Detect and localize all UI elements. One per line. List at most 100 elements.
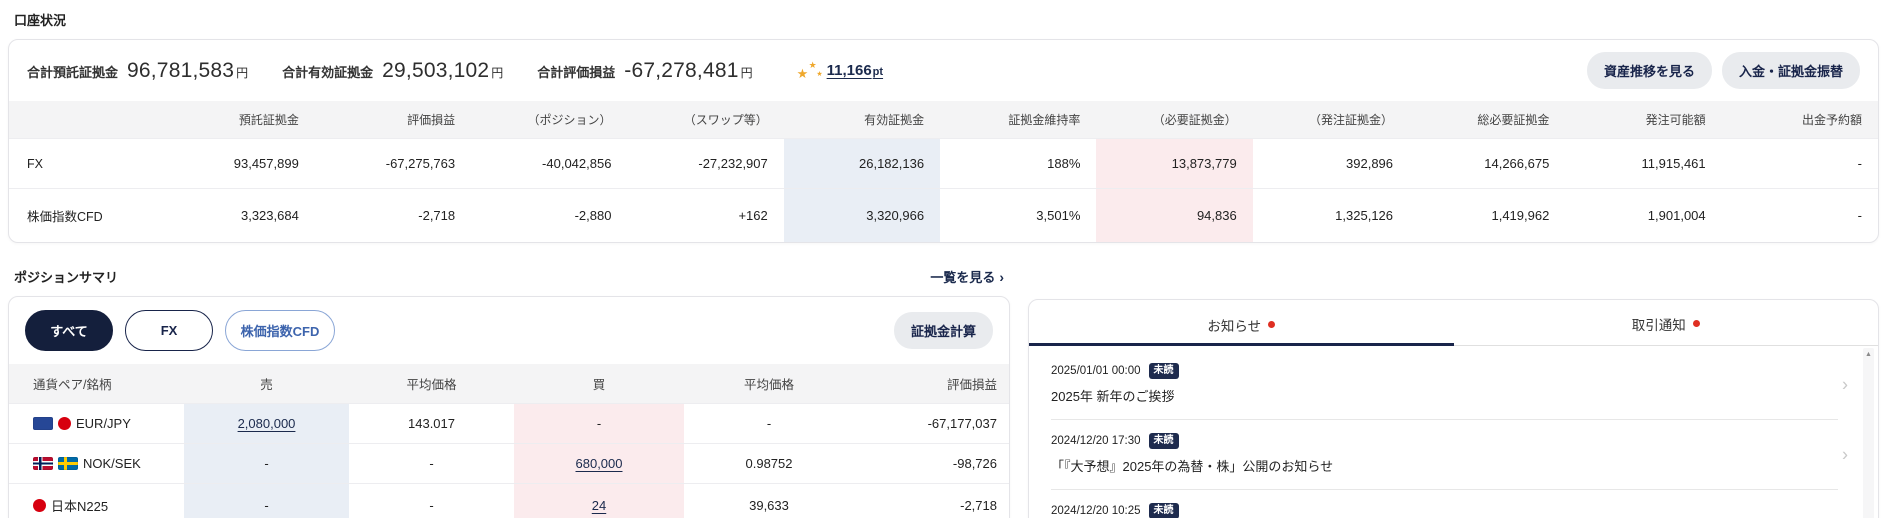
notification-tabs: お知らせ 取引通知 [1029,300,1878,346]
sell-cell: 2,080,000 [184,403,349,444]
news-item[interactable]: 2025/01/01 00:00 未読 2025年 新年のご挨拶 › [1029,350,1878,419]
chevron-right-icon: › [1842,514,1848,518]
pl-cell: -98,726 [854,443,1009,484]
position-summary-card: すべて FX 株価指数CFD 証拠金計算 通貨ペア/銘柄売平均価格買平均価格 評価損益… [8,296,1010,518]
instrument-name: EUR/JPY [76,416,131,431]
account-status-card: 合計預託証拠金 96,781,583 円 合計有効証拠金 29,503,102 … [8,39,1879,243]
column-header: 総必要証拠金 [1409,101,1566,139]
buy-amount-link[interactable]: 680,000 [575,456,623,471]
total-label: 合計預託証拠金 [27,64,119,80]
positions-table: 通貨ペア/銘柄売平均価格買平均価格 評価損益 EUR/JPY 2,080,000 14… [9,364,1009,518]
tab-取引通知[interactable]: 取引通知 [1454,300,1879,345]
unread-dot-icon [1268,320,1276,328]
account-cell: 11,915,461 [1565,138,1722,189]
scroll-up-arrow-icon[interactable]: ▲ [1865,351,1872,358]
total-unit: 円 [236,65,249,80]
position-filter-row: すべて FX 株価指数CFD 証拠金計算 [9,297,1009,364]
account-cell: 3,501% [940,188,1097,242]
news-scrollbar[interactable]: ▲ [1863,348,1874,518]
account-actions: 資産推移を見る 入金・証拠金振替 [1586,52,1860,89]
news-datetime: 2024/12/20 10:25 [1051,505,1141,517]
account-cell: 1,325,126 [1252,188,1410,242]
account-total: 合計有効証拠金 29,503,102 円 [282,59,503,83]
flag-eu-icon [33,417,53,430]
instrument-name: NOK/SEK [83,456,141,471]
account-cell: 3,323,684 [158,188,315,242]
account-cell: 1,419,962 [1409,188,1566,242]
action-button[interactable]: 入金・証拠金振替 [1721,52,1860,89]
tab-label: お知らせ [1207,318,1262,334]
news-datetime: 2024/12/20 17:30 [1051,435,1141,447]
total-label: 合計有効証拠金 [282,64,374,80]
column-header: 平均価格 [684,364,854,404]
pl-cell: -67,177,037 [854,403,1009,444]
account-cell: 188% [940,138,1097,189]
chevron-right-icon: › [999,269,1004,285]
account-total: 合計評価損益 -67,278,481 円 [537,59,752,83]
news-item[interactable]: 2024/12/20 10:25 未読 スリーミリオン倶楽部・プレミアムWEBセ… [1029,490,1878,518]
news-datetime: 2025/01/01 00:00 [1051,365,1141,377]
unread-badge: 未読 [1148,433,1179,449]
instrument: 日本N225 [33,496,172,515]
column-header [9,101,159,139]
column-header: 通貨ペア/銘柄 [9,364,184,404]
column-header: （ポジション） [471,101,628,139]
tab-お知らせ[interactable]: お知らせ [1029,300,1454,346]
column-header: （スワップ等） [627,101,784,139]
notifications-card: お知らせ 取引通知 2025/01/01 00:00 未読 2025年 新年のご挨… [1028,299,1879,518]
news-title: 「『大予想』2025年の為替・株」公開のお知らせ [1051,459,1334,474]
filter-pill-inactive[interactable]: 株価指数CFD [225,310,335,351]
points-value: 11,166 [826,61,872,79]
column-header: 有効証拠金 [783,101,941,139]
account-cell: 93,457,899 [158,138,315,189]
filter-pill-inactive[interactable]: FX [125,310,213,351]
column-header: 平均価格 [349,364,514,404]
position-summary-column: ポジションサマリ 一覧を見る › すべて FX 株価指数CFD 証拠金計算 通貨ペア/… [8,267,1010,518]
flag-jp-icon [33,499,46,512]
buy-cell: 24 [514,483,684,518]
position-summary-title: ポジションサマリ [14,270,119,285]
column-header: 評価損益 [854,364,1009,404]
filter-pill-active[interactable]: すべて [25,310,113,351]
pl-cell: -2,718 [854,483,1009,518]
flag-se-icon [58,457,78,470]
column-header: 発注可能額 [1565,101,1722,139]
points-link[interactable]: ★ ★ ★ 11,166pt [797,60,883,81]
sell-cell: - [184,443,349,484]
account-cell: - [1721,188,1878,242]
account-cell: 13,873,779 [1096,138,1253,189]
total-label: 合計評価損益 [537,64,616,80]
margin-calc-button[interactable]: 証拠金計算 [893,312,993,349]
account-cell: +162 [627,188,784,242]
news-title: 2025年 新年のご挨拶 [1051,389,1175,404]
column-header: 売 [184,364,349,404]
page-title: 口座状況 [14,13,67,28]
view-all-link[interactable]: 一覧を見る › [930,269,1004,285]
bottom-area: ポジションサマリ 一覧を見る › すべて FX 株価指数CFD 証拠金計算 通貨ペア/… [8,267,1879,518]
account-cell: 26,182,136 [783,138,941,189]
filter-pills: すべて FX 株価指数CFD [25,310,335,351]
account-cell: 94,836 [1096,188,1253,242]
buy-amount-link[interactable]: 24 [591,498,607,513]
chevron-right-icon: › [1842,374,1848,394]
buy-cell: 680,000 [514,443,684,484]
column-header: 出金予約額 [1721,101,1878,139]
sell-avg-price-cell: - [349,443,514,484]
notification-list: 2025/01/01 00:00 未読 2025年 新年のご挨拶 › 2024/… [1029,346,1878,518]
news-item[interactable]: 2024/12/20 17:30 未読 「『大予想』2025年の為替・株」公開の… [1029,420,1878,489]
points-value-link[interactable]: 11,166pt [827,62,883,80]
total-unit: 円 [491,65,504,80]
news-meta: 2024/12/20 17:30 未読 [1051,433,1826,449]
account-cell: 392,896 [1252,138,1410,189]
action-button[interactable]: 資産推移を見る [1586,52,1712,89]
account-cell: 1,901,004 [1565,188,1722,242]
account-table-row: FX 93,457,899 -67,275,763 -40,042,856 -27,23… [9,138,1878,189]
product-name: 株価指数CFD [9,188,159,242]
sell-amount-link[interactable]: 2,080,000 [237,416,296,431]
column-header: 証拠金維持率 [940,101,1097,139]
account-cell: -27,232,907 [627,138,784,189]
total-unit: 円 [740,65,753,80]
account-cell: 3,320,966 [783,188,941,242]
account-cell: -2,718 [314,188,472,242]
divider [1051,489,1838,490]
